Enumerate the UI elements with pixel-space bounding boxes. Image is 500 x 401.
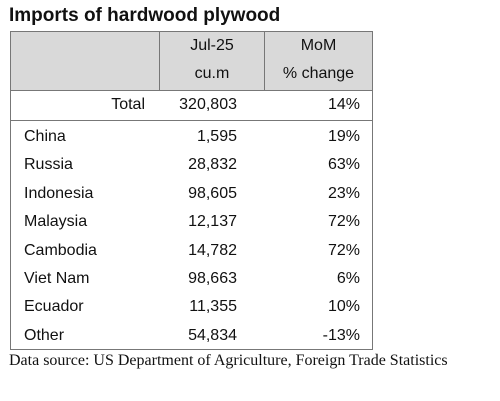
table-row: Ecuador 11,355 10%	[11, 294, 372, 322]
table-row: Cambodia 14,782 72%	[11, 238, 372, 266]
country-name: Russia	[24, 156, 73, 174]
country-name: Indonesia	[24, 184, 94, 202]
header-unit: cu.m	[194, 65, 230, 82]
table-row: China 1,595 19%	[11, 124, 372, 152]
country-name: Other	[24, 326, 65, 344]
import-volume: 98,663	[188, 270, 237, 287]
header-rule	[11, 90, 372, 91]
table-row: Viet Nam 98,663 6%	[11, 266, 372, 294]
total-value: 320,803	[179, 96, 237, 113]
total-rule	[11, 120, 372, 121]
table-title: Imports of hardwood plywood	[9, 5, 281, 26]
mom-change: 72%	[327, 241, 360, 259]
table-row: Russia 28,832 63%	[11, 152, 372, 180]
table-row: Malaysia 12,137 72%	[11, 209, 372, 237]
header-change-unit: % change	[282, 65, 355, 82]
mom-change: 72%	[327, 213, 360, 231]
mom-change: 63%	[327, 156, 360, 174]
total-label: Total	[111, 96, 145, 113]
header-change-title: MoM	[300, 37, 337, 54]
total-row: Total 320,803 14%	[11, 92, 372, 120]
country-name: Malaysia	[24, 213, 88, 231]
country-name: Viet Nam	[24, 270, 90, 287]
import-volume: 1,595	[196, 128, 237, 145]
header-divider	[159, 32, 160, 90]
imports-table: Jul-25 cu.m MoM % change Total 320,803 1…	[10, 31, 373, 350]
country-name: Ecuador	[24, 298, 84, 316]
country-name: China	[24, 128, 66, 145]
import-volume: 54,834	[188, 326, 237, 344]
import-volume: 12,137	[188, 213, 237, 231]
table-row: Indonesia 98,605 23%	[11, 181, 372, 209]
total-change: 14%	[327, 96, 360, 113]
import-volume: 11,355	[189, 298, 237, 316]
table-row: Other 54,834 -13%	[11, 323, 372, 351]
mom-change: 10%	[327, 298, 360, 316]
header-period: Jul-25	[190, 37, 234, 54]
country-name: Cambodia	[24, 241, 97, 259]
import-volume: 28,832	[188, 156, 237, 174]
mom-change: 23%	[327, 184, 360, 202]
table-header	[11, 32, 372, 90]
header-divider	[264, 32, 265, 90]
mom-change: -13%	[322, 326, 360, 344]
import-volume: 14,782	[188, 241, 237, 259]
import-volume: 98,605	[188, 184, 237, 202]
mom-change: 19%	[327, 128, 360, 145]
data-source-note: Data source: US Department of Agricultur…	[9, 352, 448, 369]
mom-change: 6%	[336, 270, 360, 287]
